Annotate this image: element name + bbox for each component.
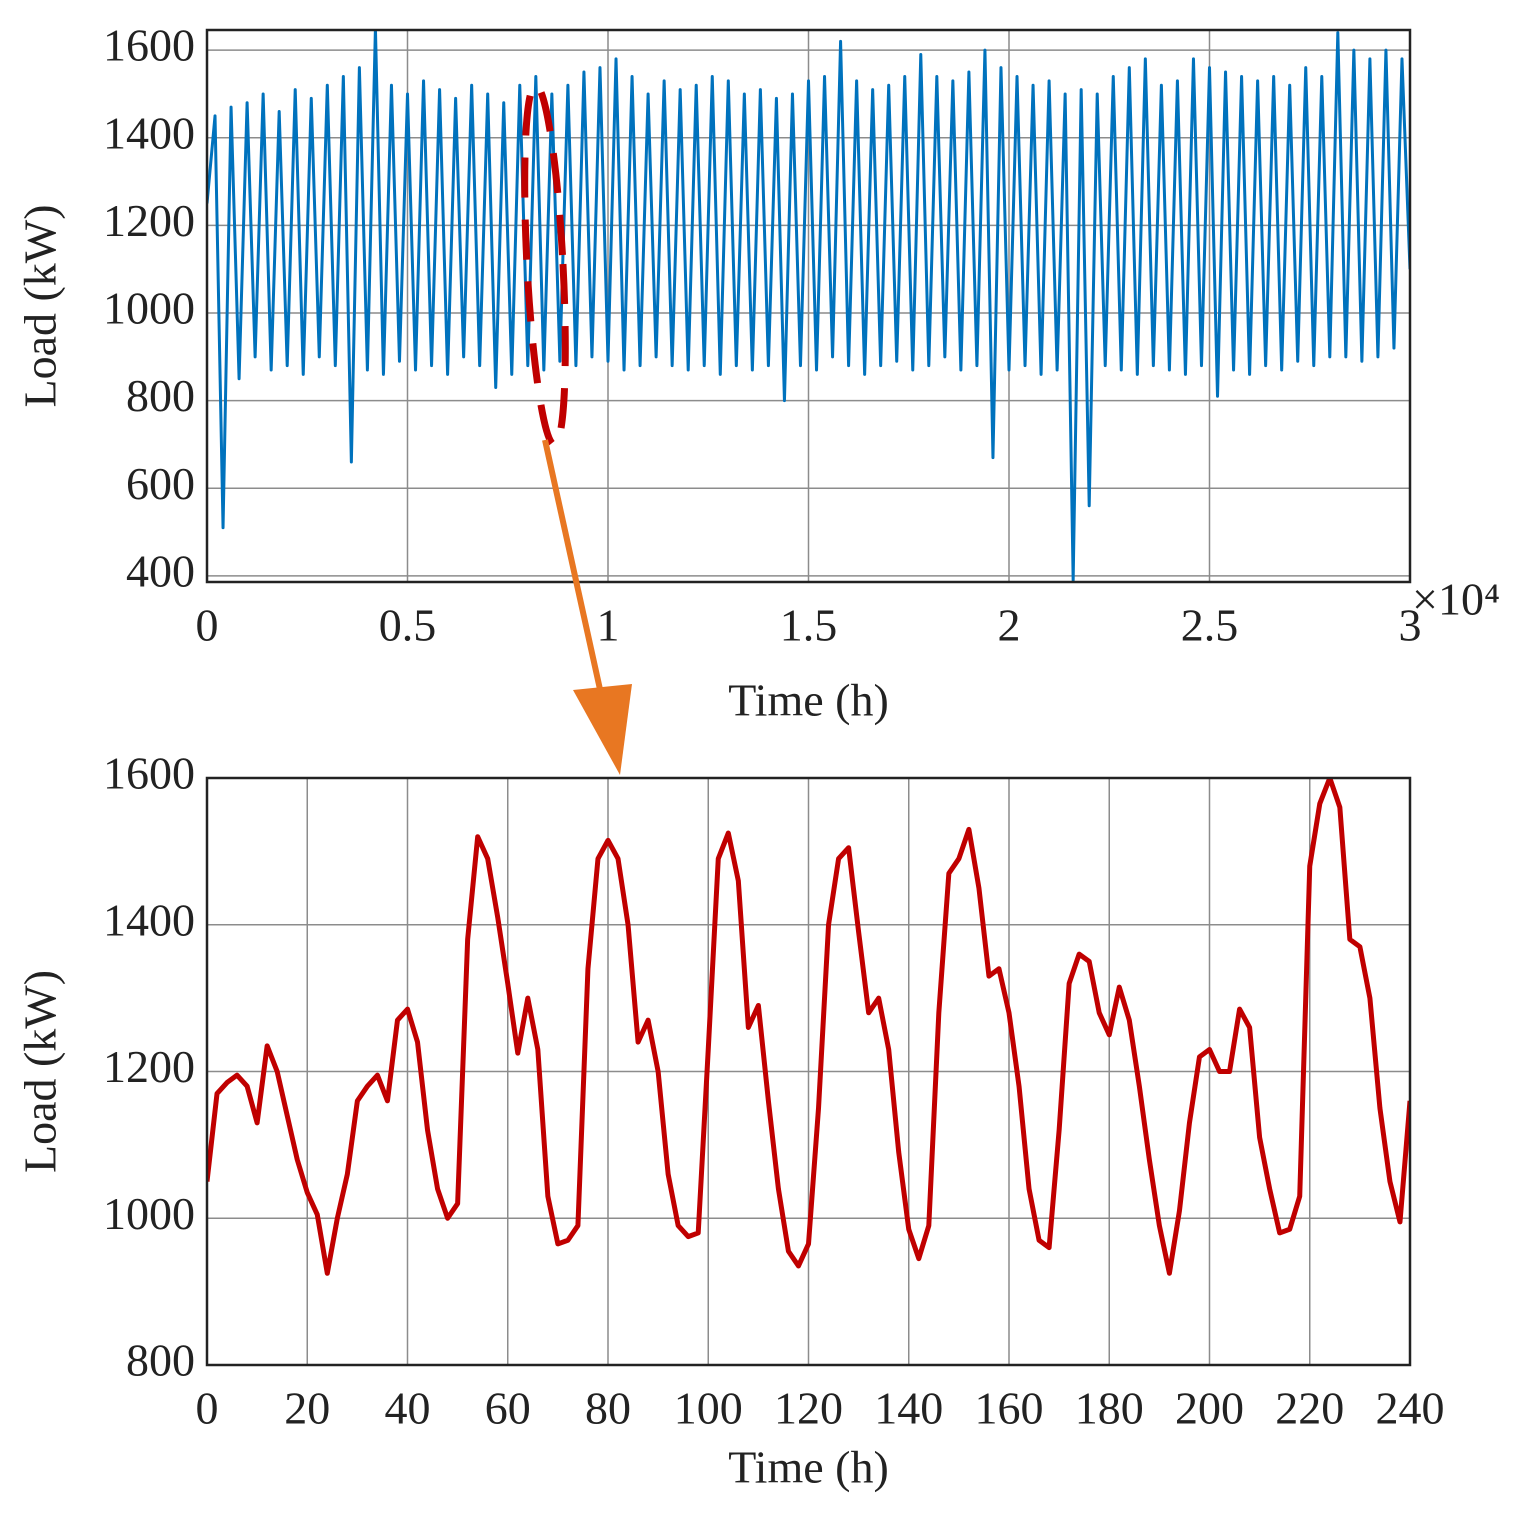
data-line [207,778,1410,1276]
x-tick-label: 200 [1175,1383,1244,1434]
x-tick-label: 220 [1275,1383,1344,1434]
x-axis-label: Time (h) [728,1442,889,1493]
x-tick-label: 0 [196,1383,219,1434]
x-tick-label: 180 [1075,1383,1144,1434]
x-tick-label: 240 [1376,1383,1445,1434]
y-tick-label: 1600 [103,748,195,799]
x-tick-label: 160 [975,1383,1044,1434]
y-tick-label: 1600 [103,20,195,71]
x-tick-label: 3 [1399,600,1422,651]
y-axis-label: Load (kW) [15,970,66,1173]
data-line [207,30,1410,582]
x-tick-label: 1 [597,600,620,651]
x-tick-label: 2.5 [1181,600,1239,651]
x-multiplier: ×10⁴ [1412,574,1500,625]
y-tick-label: 1200 [103,195,195,246]
plot-frame [205,776,1412,1367]
x-tick-label: 2 [998,600,1021,651]
x-tick-label: 40 [385,1383,431,1434]
y-tick-label: 1400 [103,894,195,945]
y-tick-label: 1200 [103,1041,195,1092]
y-tick-label: 1000 [103,1188,195,1239]
y-tick-label: 800 [126,1335,195,1386]
y-axis-label: Load (kW) [15,204,66,407]
x-tick-label: 80 [585,1383,631,1434]
x-tick-label: 120 [774,1383,843,1434]
top-panel: 400 600 800 1000 1200 1400 1600 0 0.5 1 1.5 2 2.5 3 Ti… [15,20,1500,726]
x-tick-label: 0 [196,600,219,651]
y-tick-label: 1400 [103,107,195,158]
zoom-ellipse [521,81,569,449]
plot-frame [205,28,1412,584]
y-tick-label: 400 [126,545,195,596]
y-tick-label: 600 [126,458,195,509]
arrow-head [573,684,632,775]
x-tick-label: 1.5 [780,600,838,651]
x-tick-label: 0.5 [379,600,437,651]
x-tick-label: 100 [674,1383,743,1434]
x-tick-label: 60 [485,1383,531,1434]
x-tick-label: 140 [874,1383,943,1434]
y-tick-label: 1000 [103,283,195,334]
bottom-panel: 800 1000 1200 1400 1600 0 20 40 60 80 100 120 140 160… [15,748,1445,1493]
x-axis-label: Time (h) [728,675,889,726]
x-tick-label: 20 [284,1383,330,1434]
y-tick-label: 800 [126,370,195,421]
zoom-arrow [542,439,608,713]
